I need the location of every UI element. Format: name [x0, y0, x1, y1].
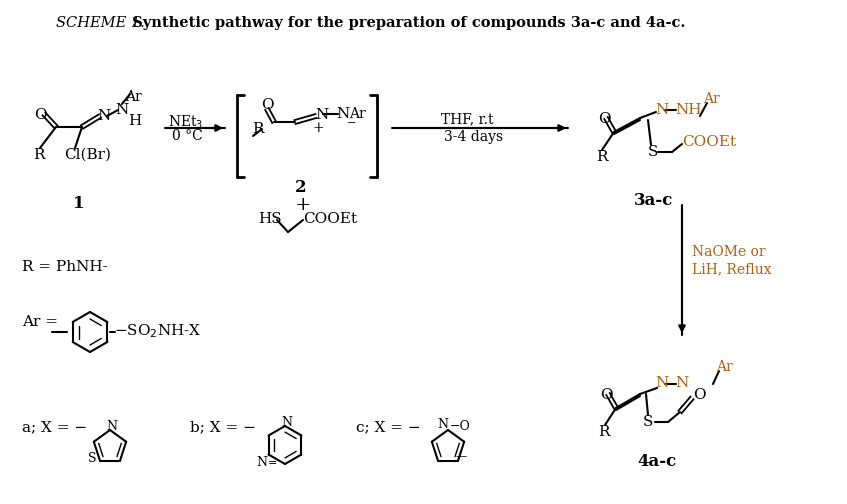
- Text: Ar: Ar: [703, 92, 720, 106]
- Text: S: S: [648, 145, 658, 159]
- Text: N: N: [655, 103, 668, 117]
- Text: −: −: [347, 118, 357, 128]
- Text: +: +: [295, 196, 312, 214]
- Text: O: O: [693, 388, 706, 402]
- Text: O: O: [598, 112, 611, 126]
- Text: N: N: [256, 456, 267, 469]
- Text: HS: HS: [258, 212, 281, 226]
- Text: COOEt: COOEt: [682, 135, 736, 149]
- Text: R: R: [598, 425, 610, 439]
- Text: −O: −O: [450, 420, 471, 433]
- Text: Synthetic pathway for the preparation of compounds 3a-c and 4a-c.: Synthetic pathway for the preparation of…: [127, 16, 685, 30]
- Text: —: —: [456, 451, 468, 461]
- Text: +: +: [312, 121, 324, 135]
- Text: S: S: [88, 452, 97, 465]
- Text: Ar: Ar: [125, 90, 141, 104]
- Text: LiH, Reflux: LiH, Reflux: [692, 262, 772, 276]
- Text: 3-4 days: 3-4 days: [444, 130, 503, 144]
- Text: COOEt: COOEt: [303, 212, 357, 226]
- Text: 3a-c: 3a-c: [634, 192, 673, 209]
- Text: O: O: [34, 108, 47, 122]
- Text: N: N: [675, 376, 689, 390]
- Text: O: O: [261, 98, 274, 112]
- Text: 1: 1: [73, 195, 85, 212]
- Text: O: O: [600, 388, 612, 402]
- Text: R = PhNH-: R = PhNH-: [22, 260, 108, 274]
- Text: N: N: [437, 418, 448, 431]
- Text: NEt$_3$: NEt$_3$: [168, 114, 203, 132]
- Text: Ar: Ar: [349, 107, 366, 121]
- Text: Ar =: Ar =: [22, 315, 63, 329]
- Text: S: S: [643, 415, 653, 429]
- Text: 2: 2: [295, 179, 307, 196]
- Text: NaOMe or: NaOMe or: [692, 245, 766, 259]
- Text: N: N: [336, 107, 349, 121]
- Text: N: N: [97, 109, 110, 123]
- Text: R: R: [252, 122, 263, 136]
- Text: Ar: Ar: [716, 360, 733, 374]
- Text: R: R: [596, 150, 607, 164]
- Text: a; X = −: a; X = −: [22, 420, 87, 434]
- Text: H: H: [128, 114, 141, 128]
- Text: NH: NH: [675, 103, 701, 117]
- Text: −SO$_2$NH-X: −SO$_2$NH-X: [114, 322, 202, 340]
- Text: N: N: [655, 376, 668, 390]
- Text: 4a-c: 4a-c: [637, 453, 676, 470]
- Text: N: N: [281, 416, 292, 429]
- Text: N: N: [106, 420, 117, 433]
- Text: 0 °C: 0 °C: [172, 129, 202, 143]
- Text: SCHEME 1.: SCHEME 1.: [56, 16, 145, 30]
- Text: =: =: [268, 458, 277, 468]
- Text: N: N: [115, 103, 128, 117]
- Text: b; X = −: b; X = −: [190, 420, 256, 434]
- Text: THF, r.t: THF, r.t: [441, 112, 494, 126]
- Text: R: R: [33, 148, 45, 162]
- Text: c; X = −: c; X = −: [356, 420, 421, 434]
- Text: N: N: [315, 108, 329, 122]
- Text: Cl(Br): Cl(Br): [64, 148, 111, 162]
